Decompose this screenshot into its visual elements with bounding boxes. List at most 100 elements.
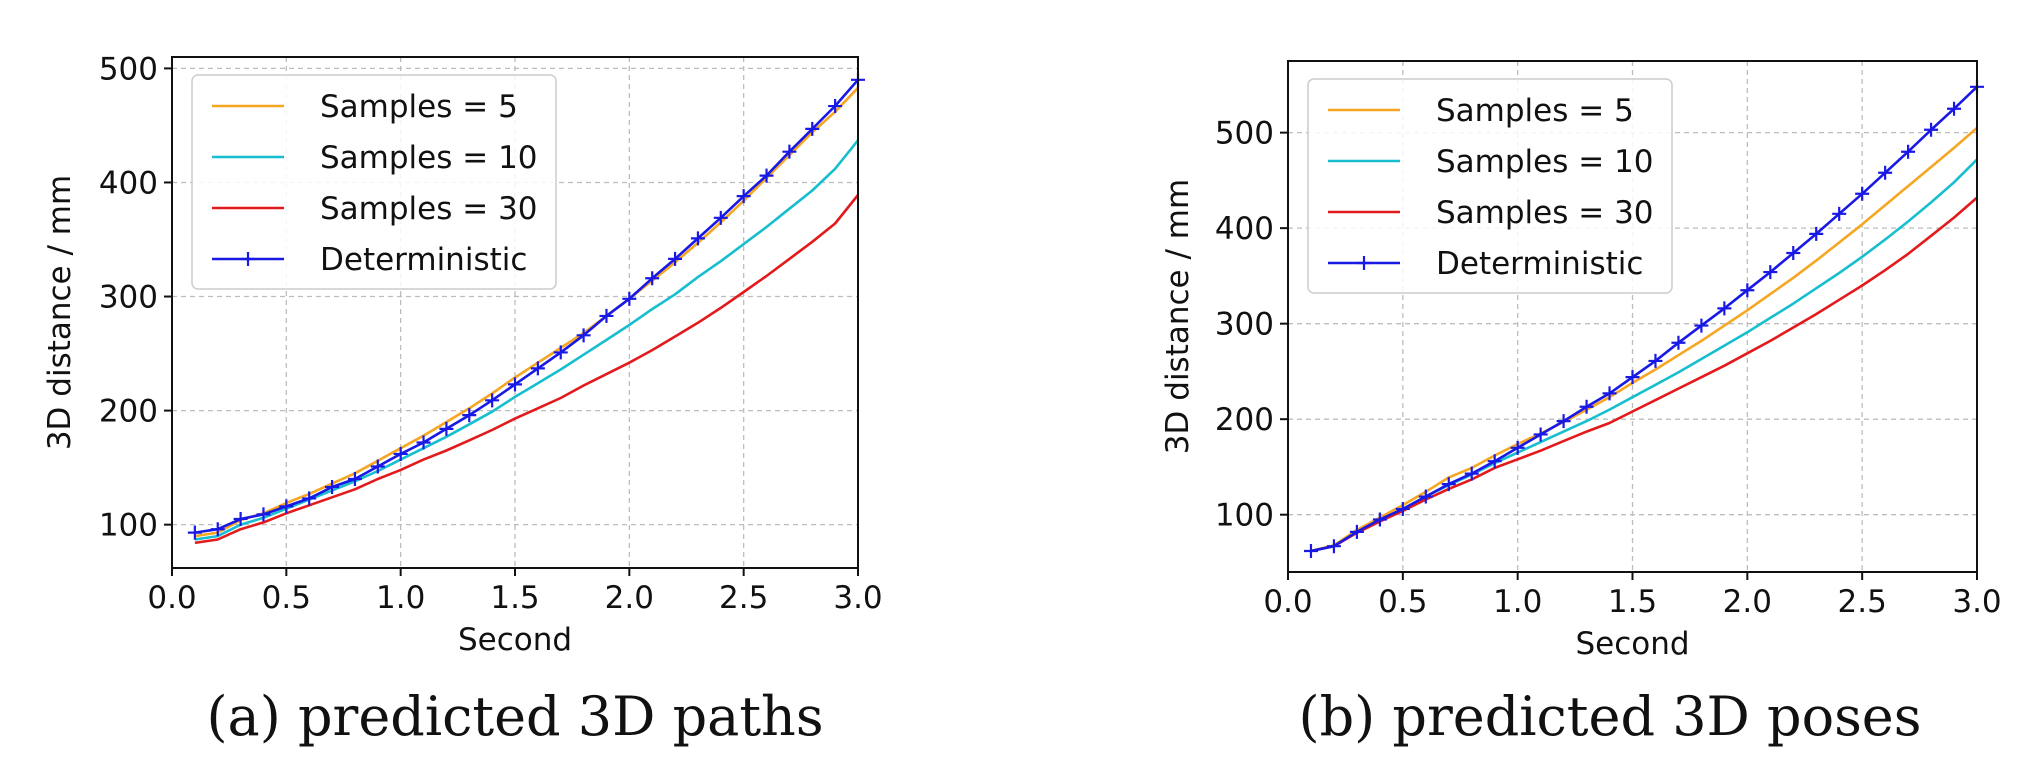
data-point-marker (256, 507, 271, 522)
x-axis-title: Second (458, 622, 572, 658)
data-point-marker (508, 377, 522, 392)
x-axis-title: Second (1575, 626, 1689, 662)
data-point-marker (1395, 501, 1410, 516)
data-point-marker (233, 511, 248, 526)
legend-label-0: Samples = 5 (320, 89, 518, 125)
data-point-marker (1303, 543, 1318, 558)
data-point-marker (622, 291, 637, 306)
legend-label-3: Deterministic (1436, 246, 1643, 282)
legend-label-1: Samples = 10 (320, 140, 538, 176)
y-axis-title: 3D distance / mm (1160, 179, 1196, 454)
data-point-marker (759, 168, 774, 183)
data-point-marker (1786, 245, 1801, 260)
series-line-3 (194, 78, 859, 534)
series-line-1 (194, 139, 860, 541)
x-tick-label: 1.0 (376, 580, 425, 616)
data-point-marker (530, 361, 545, 376)
data-point-marker (325, 480, 340, 495)
y-tick-label: 400 (99, 165, 158, 201)
y-tick-label: 500 (1215, 116, 1274, 152)
data-point-marker (187, 525, 202, 540)
data-point-marker (462, 408, 477, 423)
legend-box (1307, 78, 1673, 294)
data-point-marker (279, 499, 294, 514)
y-tick-label: 200 (1215, 402, 1274, 438)
data-point-marker (690, 231, 705, 246)
y-tick-label: 500 (99, 51, 158, 87)
legend-label-0: Samples = 5 (1436, 93, 1634, 129)
data-point-marker (805, 121, 820, 136)
x-tick-label: 2.0 (1723, 584, 1772, 620)
data-point-marker (828, 99, 843, 114)
legend-box (191, 74, 557, 290)
y-tick-label: 100 (1215, 498, 1274, 534)
data-point-marker (1717, 301, 1732, 316)
data-point-marker (347, 472, 362, 487)
chart-panel-paths: 0.0 0.5 1.0 1.5 2.0 2.5 3.0 100 200 300 400 500 Seco… (42, 51, 883, 748)
data-point-marker (210, 522, 225, 537)
data-point-marker (1441, 477, 1456, 492)
data-point-marker (485, 393, 500, 408)
legend: Samples = 5 Samples = 10 Samples = 30 Deter… (1307, 78, 1673, 294)
data-point-marker (1510, 440, 1525, 455)
data-point-marker (1556, 414, 1571, 429)
data-point-marker (668, 251, 683, 266)
data-point-marker (645, 271, 660, 286)
data-point-marker (416, 435, 431, 450)
data-point-marker (1625, 370, 1640, 385)
data-point-marker (1809, 226, 1824, 241)
y-axis-title: 3D distance / mm (42, 175, 78, 450)
series-line-2 (1310, 196, 1978, 553)
y-tick-label: 100 (99, 508, 158, 544)
data-point-marker (1464, 466, 1479, 481)
x-tick-label: 1.5 (1608, 584, 1657, 620)
data-point-marker (1579, 399, 1594, 414)
data-point-marker (1602, 386, 1617, 401)
data-point-marker (1671, 335, 1686, 350)
x-tick-label: 0.0 (147, 580, 196, 616)
data-point-marker (1878, 165, 1893, 180)
legend-marker (1357, 256, 1371, 270)
data-point-marker (1349, 524, 1364, 539)
data-point-marker (782, 144, 797, 159)
series-line-3 (1310, 85, 1978, 553)
data-point-marker (1694, 318, 1709, 333)
series-line-2 (194, 194, 860, 545)
legend-label-2: Samples = 30 (320, 191, 538, 227)
data-point-marker (1418, 489, 1433, 504)
data-point-marker (302, 491, 317, 506)
data-point-marker (439, 421, 454, 436)
series-line-0 (1310, 126, 1978, 553)
data-point-marker (1740, 283, 1755, 298)
data-point-marker (1326, 539, 1341, 554)
x-tick-label: 2.0 (605, 580, 654, 616)
data-point-marker (1924, 122, 1939, 137)
data-point-marker (1855, 186, 1870, 201)
data-point-marker (370, 459, 385, 474)
panel-caption: (a) predicted 3D paths (206, 685, 823, 748)
y-tick-label: 300 (1215, 307, 1274, 343)
data-point-marker (1372, 512, 1387, 527)
data-point-marker (1832, 206, 1847, 221)
x-tick-label: 2.5 (719, 580, 768, 616)
data-point-marker (576, 328, 591, 343)
data-point-marker (736, 189, 751, 204)
data-point-marker (553, 345, 568, 360)
data-point-marker (1901, 144, 1916, 159)
x-tick-label: 1.5 (490, 580, 539, 616)
data-point-marker (1947, 101, 1962, 116)
x-tick-label: 0.5 (262, 580, 311, 616)
legend-label-3: Deterministic (320, 242, 527, 278)
data-point-marker (599, 308, 614, 323)
y-tick-label: 200 (99, 394, 158, 430)
x-tick-label: 2.5 (1838, 584, 1887, 620)
legend-marker (241, 252, 255, 266)
legend-label-2: Samples = 30 (1436, 195, 1654, 231)
y-tick-label: 300 (99, 280, 158, 316)
x-tick-label: 0.5 (1378, 584, 1427, 620)
x-tick-label: 1.0 (1493, 584, 1542, 620)
legend-label-1: Samples = 10 (1436, 144, 1654, 180)
data-point-marker (1487, 454, 1502, 469)
chart-panel-poses: 0.0 0.5 1.0 1.5 2.0 2.5 3.0 100 200 300 400 500 Seco… (1160, 60, 2002, 748)
